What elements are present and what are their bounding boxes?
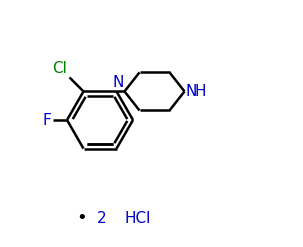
Text: F: F xyxy=(42,112,51,127)
Text: •: • xyxy=(77,209,87,227)
Text: HCl: HCl xyxy=(125,210,151,226)
Text: H: H xyxy=(195,84,206,99)
Text: N: N xyxy=(185,84,197,99)
Text: N: N xyxy=(112,75,124,90)
Text: Cl: Cl xyxy=(53,62,68,76)
Text: 2: 2 xyxy=(97,210,107,226)
